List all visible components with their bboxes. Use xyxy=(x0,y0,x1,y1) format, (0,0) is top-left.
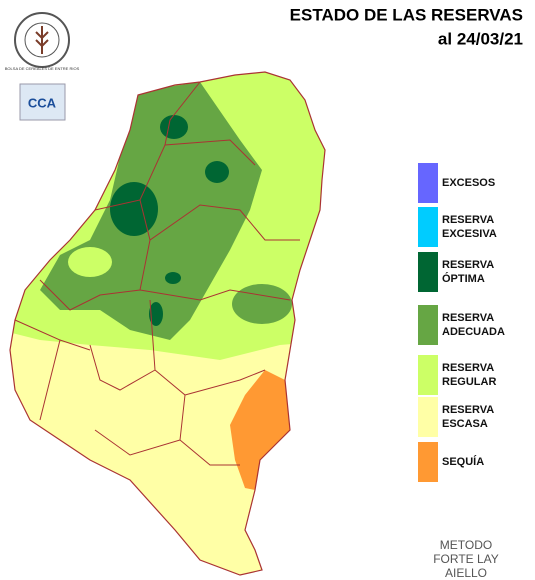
zone-optima xyxy=(160,115,188,139)
legend-label: EXCESOS xyxy=(442,177,495,189)
legend-label: REGULAR xyxy=(442,376,496,388)
legend-swatch xyxy=(418,397,438,437)
logo-text: BOLSA DE CEREALES DE ENTRE RIOS xyxy=(5,66,80,71)
legend-swatch xyxy=(418,252,438,292)
legend-label: RESERVA xyxy=(442,404,494,416)
badge-text: CCA xyxy=(28,95,57,110)
legend-swatch xyxy=(418,442,438,482)
zone-optima xyxy=(205,161,229,183)
legend-label: RESERVA xyxy=(442,362,494,374)
legend-label: RESERVA xyxy=(442,214,494,226)
legend-swatch xyxy=(418,207,438,247)
legend-label: SEQUÍA xyxy=(442,455,484,468)
zone-sequia xyxy=(230,370,290,490)
date: al 24/03/21 xyxy=(438,29,523,48)
title: ESTADO DE LAS RESERVAS xyxy=(290,5,523,24)
legend: EXCESOSRESERVAEXCESIVARESERVAÓPTIMARESER… xyxy=(418,163,505,482)
legend-swatch xyxy=(418,163,438,203)
zone-adecuada-east xyxy=(232,284,292,324)
legend-label: ADECUADA xyxy=(442,326,505,338)
legend-label: RESERVA xyxy=(442,259,494,271)
map xyxy=(10,72,325,575)
legend-label: ÓPTIMA xyxy=(442,272,485,285)
legend-label: ESCASA xyxy=(442,418,488,430)
zone-regular-patch xyxy=(68,247,112,277)
badge xyxy=(19,83,66,121)
legend-label: EXCESIVA xyxy=(442,228,497,240)
logo: BOLSA DE CEREALES DE ENTRE RIOS CCA xyxy=(5,12,80,121)
zone-optima xyxy=(149,302,163,326)
zone-optima xyxy=(110,182,158,236)
method-text: METODO xyxy=(440,538,492,552)
legend-swatch xyxy=(418,355,438,395)
method-text: AIELLO xyxy=(445,566,487,580)
zone-optima xyxy=(165,272,181,284)
legend-swatch xyxy=(418,305,438,345)
legend-label: RESERVA xyxy=(442,312,494,324)
method-text: FORTE LAY xyxy=(433,552,499,566)
